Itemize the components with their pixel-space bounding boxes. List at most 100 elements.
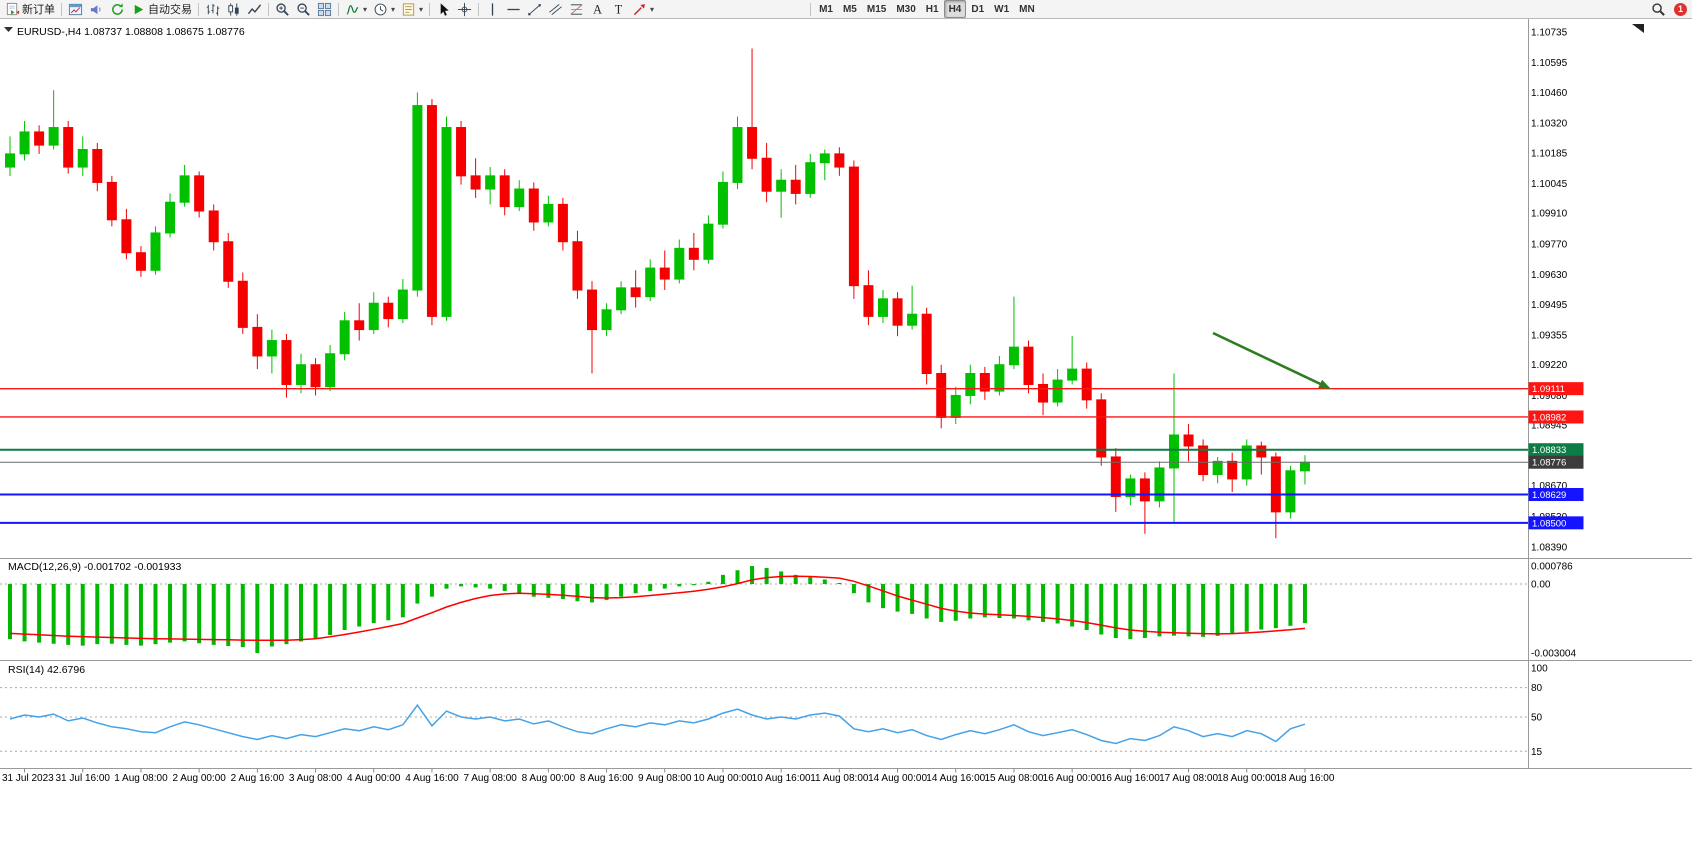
candle-body bbox=[470, 175, 481, 190]
crosshair-button[interactable] bbox=[454, 0, 475, 18]
price-line-tag-label: 1.08629 bbox=[1532, 490, 1566, 501]
candle-body bbox=[936, 373, 947, 418]
refresh-icon bbox=[110, 2, 125, 17]
price-axis-label: 1.09630 bbox=[1531, 270, 1568, 281]
arrows-button[interactable]: ▾ bbox=[629, 0, 657, 18]
candle-body bbox=[878, 298, 888, 317]
candle-body bbox=[994, 364, 1005, 392]
horizontal-line-1.08982[interactable]: 1.08982 bbox=[0, 410, 1584, 424]
trendline-button[interactable] bbox=[524, 0, 545, 18]
chart-shift-marker[interactable] bbox=[1632, 24, 1644, 33]
candle-body bbox=[397, 289, 408, 320]
timeframe-button-h1[interactable]: H1 bbox=[925, 3, 939, 15]
text-button[interactable]: A bbox=[587, 0, 608, 18]
label-button[interactable]: T bbox=[608, 0, 629, 18]
alerts-button[interactable] bbox=[86, 0, 107, 18]
candle-body bbox=[150, 232, 161, 271]
time-axis-label: 4 Aug 16:00 bbox=[405, 773, 459, 784]
refresh-button[interactable] bbox=[107, 0, 128, 18]
price-line-tag bbox=[1528, 488, 1584, 502]
price-axis-label: 1.09495 bbox=[1531, 300, 1568, 311]
candle-body bbox=[456, 127, 467, 177]
vline-icon bbox=[485, 2, 500, 17]
price-axis-label: 1.09910 bbox=[1531, 209, 1568, 220]
horizontal-line-1.08500[interactable]: 1.08500 bbox=[0, 516, 1584, 530]
candlestick-chart-button[interactable] bbox=[223, 0, 244, 18]
timeframe-button-m5[interactable]: M5 bbox=[842, 3, 857, 15]
price-line-tag bbox=[1528, 455, 1584, 469]
candle-body bbox=[1154, 467, 1165, 502]
candle-body bbox=[19, 131, 30, 155]
timeframe-button-w1[interactable]: W1 bbox=[994, 3, 1010, 15]
toolbar-separator bbox=[268, 2, 269, 16]
candle-body bbox=[1256, 445, 1267, 458]
candle-body bbox=[441, 127, 452, 317]
channel-button[interactable] bbox=[545, 0, 566, 18]
toolbar-separator bbox=[478, 2, 480, 16]
candle-body bbox=[1038, 383, 1049, 403]
candle-body bbox=[1139, 478, 1150, 502]
search-button[interactable] bbox=[1648, 0, 1669, 18]
candle-body bbox=[1227, 460, 1238, 480]
toolbar: 新订单 自动交易 ▾ ▾ ▾ A T ▾ M1 M5 M15 M30 H1 H4 D1 W1 MN 1 bbox=[0, 0, 1692, 19]
horizontal-line-1.08629[interactable]: 1.08629 bbox=[0, 488, 1584, 502]
horizontal-line-1.09111[interactable]: 1.09111 bbox=[0, 382, 1584, 396]
cursor-button[interactable] bbox=[433, 0, 454, 18]
horizontal-line-1.08833[interactable]: 1.08833 bbox=[0, 443, 1584, 457]
periods-button[interactable]: ▾ bbox=[370, 0, 398, 18]
auto-trading-button[interactable]: 自动交易 bbox=[128, 0, 195, 18]
candle-body bbox=[776, 179, 787, 192]
candle-body bbox=[1096, 399, 1107, 458]
svg-text:T: T bbox=[615, 2, 623, 16]
candlesticks bbox=[5, 48, 1310, 539]
candle-body bbox=[907, 313, 918, 326]
timeframe-button-m15[interactable]: M15 bbox=[866, 3, 887, 15]
search-icon bbox=[1651, 2, 1666, 17]
bars-icon bbox=[205, 2, 220, 17]
charts-window-button[interactable] bbox=[65, 0, 86, 18]
candle-body bbox=[77, 148, 88, 168]
candle-body bbox=[674, 247, 685, 280]
candle-body bbox=[499, 175, 510, 208]
candle-body bbox=[950, 394, 961, 418]
bid-price-line[interactable]: 1.08776 bbox=[0, 455, 1584, 469]
notification-badge[interactable]: 1 bbox=[1674, 2, 1687, 16]
time-axis-label: 11 Aug 08:00 bbox=[810, 773, 869, 784]
templates-button[interactable]: ▾ bbox=[398, 0, 426, 18]
timeframe-button-m30[interactable]: M30 bbox=[896, 3, 916, 15]
one-click-trading-toggle[interactable] bbox=[4, 27, 13, 32]
time-axis-label: 3 Aug 08:00 bbox=[289, 773, 343, 784]
timeframe-button-d1[interactable]: D1 bbox=[971, 3, 985, 15]
time-axis-label: 8 Aug 00:00 bbox=[522, 773, 576, 784]
price-axis-label: 1.10045 bbox=[1531, 179, 1568, 190]
price-line-tag bbox=[1528, 382, 1584, 396]
timeframe-button-m1[interactable]: M1 bbox=[819, 3, 833, 15]
new-order-button[interactable]: 新订单 bbox=[2, 0, 58, 18]
chart-window[interactable]: 1.10735 1.10595 1.10460 1.10320 1.10185 1.100… bbox=[0, 19, 1692, 850]
vertical-line-button[interactable] bbox=[482, 0, 503, 18]
indicators-button[interactable]: ▾ bbox=[342, 0, 370, 18]
horizontal-line-button[interactable] bbox=[503, 0, 524, 18]
macd-axis-label: -0.003004 bbox=[1531, 649, 1576, 660]
chart-plot-area[interactable] bbox=[0, 19, 1528, 769]
candle-body bbox=[208, 210, 219, 243]
fibonacci-button[interactable] bbox=[566, 0, 587, 18]
macd-signal-line bbox=[9, 575, 1306, 642]
tile-windows-button[interactable] bbox=[314, 0, 335, 18]
time-axis-label: 2 Aug 00:00 bbox=[172, 773, 226, 784]
bar-chart-button[interactable] bbox=[202, 0, 223, 18]
time-axis[interactable] bbox=[0, 768, 1692, 850]
toolbar-separator bbox=[198, 2, 199, 16]
timeframe-button-mn[interactable]: MN bbox=[1019, 3, 1035, 15]
price-line-tag-label: 1.08776 bbox=[1532, 458, 1566, 469]
zoom-in-button[interactable] bbox=[272, 0, 293, 18]
line-chart-button[interactable] bbox=[244, 0, 265, 18]
candle-body bbox=[325, 353, 336, 388]
candle-body bbox=[659, 267, 670, 280]
trend-arrow-annotation[interactable] bbox=[1212, 331, 1331, 389]
zoom-out-button[interactable] bbox=[293, 0, 314, 18]
price-axis-label: 1.10320 bbox=[1531, 119, 1568, 130]
toolbar-separator bbox=[810, 2, 812, 16]
timeframe-button-h4[interactable]: H4 bbox=[943, 0, 967, 18]
rsi-line bbox=[9, 703, 1306, 745]
